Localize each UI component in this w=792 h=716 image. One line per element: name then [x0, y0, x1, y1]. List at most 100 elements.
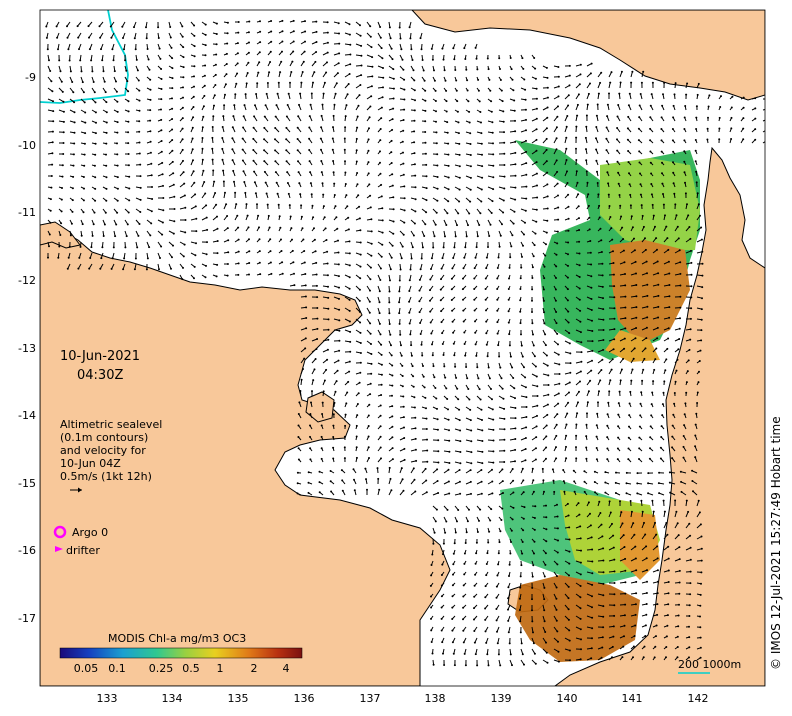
current-vector-head	[567, 618, 570, 621]
current-vector-head	[656, 580, 659, 583]
current-vector-head	[519, 277, 522, 280]
current-vector-head	[445, 100, 448, 103]
current-vector-head	[657, 272, 660, 275]
current-vector-head	[601, 535, 604, 538]
current-vector-head	[690, 249, 692, 252]
current-vector-head	[616, 458, 619, 461]
current-vector-head	[72, 175, 75, 178]
current-vector-head	[654, 225, 656, 228]
current-vector-head	[149, 130, 152, 133]
current-vector-head	[193, 265, 196, 268]
current-vector-head	[245, 82, 248, 85]
current-vector-head	[576, 412, 579, 415]
current-vector-head	[473, 595, 476, 598]
current-vector-head	[321, 182, 324, 185]
current-vector-head	[477, 377, 480, 380]
current-vector-head	[332, 446, 335, 449]
current-vector-head	[679, 272, 682, 275]
current-vector-head	[568, 526, 571, 529]
current-vector-head	[233, 104, 236, 107]
current-vector-head	[673, 192, 676, 195]
current-vector-head	[521, 355, 524, 358]
current-vector-head	[524, 98, 527, 101]
papua-new-guinea	[411, 10, 765, 101]
current-vector-head	[635, 569, 638, 572]
current-vector-head	[93, 211, 96, 214]
current-vector-head	[326, 274, 329, 277]
current-vector-head	[545, 231, 548, 234]
current-vector-head	[696, 391, 699, 394]
current-vector-head	[531, 575, 534, 578]
current-vector-head	[568, 84, 571, 87]
current-vector-head	[370, 218, 373, 221]
current-vector-head	[604, 471, 607, 474]
current-vector-head	[222, 115, 225, 118]
current-vector-head	[344, 126, 347, 129]
current-vector-head	[617, 436, 620, 439]
current-vector-head	[258, 261, 261, 264]
current-vector-head	[226, 21, 229, 24]
current-vector-head	[252, 159, 255, 162]
current-vector-head	[248, 41, 250, 44]
current-vector-head	[112, 246, 115, 249]
current-vector-head	[662, 499, 665, 502]
current-vector-head	[359, 342, 362, 344]
current-vector-head	[591, 616, 594, 619]
current-vector-head	[389, 333, 392, 336]
current-vector-head	[589, 240, 592, 242]
current-vector-head	[170, 267, 172, 270]
current-vector-head	[642, 656, 645, 659]
current-vector-head	[458, 142, 461, 145]
current-vector-head	[236, 52, 239, 55]
current-vector-head	[591, 583, 594, 586]
current-vector-head	[297, 413, 300, 415]
current-vector-head	[112, 59, 115, 62]
current-vector-head	[447, 418, 450, 421]
current-vector-head	[621, 656, 624, 659]
current-vector-head	[619, 204, 622, 207]
current-vector-head	[656, 260, 659, 263]
current-vector-head	[440, 617, 443, 620]
current-vector-head	[502, 120, 505, 123]
lat-tick-label: -11	[18, 206, 36, 219]
current-vector-head	[598, 204, 601, 207]
current-vector-head	[73, 142, 76, 145]
current-vector-head	[555, 253, 558, 256]
current-vector-head	[379, 333, 382, 336]
current-vector-head	[309, 458, 312, 461]
current-vector-head	[264, 181, 267, 184]
current-vector-head	[568, 639, 571, 642]
current-vector-head	[555, 597, 558, 600]
current-vector-head	[668, 316, 671, 319]
current-vector-head	[566, 288, 569, 291]
current-vector-head	[215, 53, 218, 56]
current-vector-head	[453, 246, 456, 249]
current-vector-head	[343, 457, 346, 460]
current-vector-head	[263, 115, 266, 118]
current-vector-head	[160, 118, 163, 121]
current-vector-head	[575, 434, 578, 437]
current-vector-head	[441, 257, 444, 260]
current-vector-head	[695, 170, 698, 173]
current-vector-head	[635, 306, 638, 309]
current-vector-head	[507, 310, 510, 313]
current-vector-head	[473, 277, 476, 280]
current-vector-head	[381, 231, 384, 234]
current-vector-head	[649, 127, 652, 130]
current-vector-head	[577, 401, 579, 404]
lon-tick-label: 134	[162, 692, 183, 705]
current-vector-head	[413, 119, 416, 122]
current-vector-head	[635, 272, 637, 275]
current-vector-head	[73, 131, 76, 134]
current-vector-head	[557, 650, 560, 653]
current-vector-head	[83, 164, 86, 167]
current-vector-head	[634, 557, 637, 560]
current-vector-head	[274, 171, 277, 174]
current-vector-head	[149, 151, 152, 154]
current-vector-head	[678, 249, 681, 252]
current-vector-head	[355, 137, 358, 140]
current-vector-head	[182, 66, 185, 69]
current-vector-head	[546, 76, 549, 79]
current-vector-head	[359, 84, 362, 86]
current-vector-head	[378, 301, 381, 304]
